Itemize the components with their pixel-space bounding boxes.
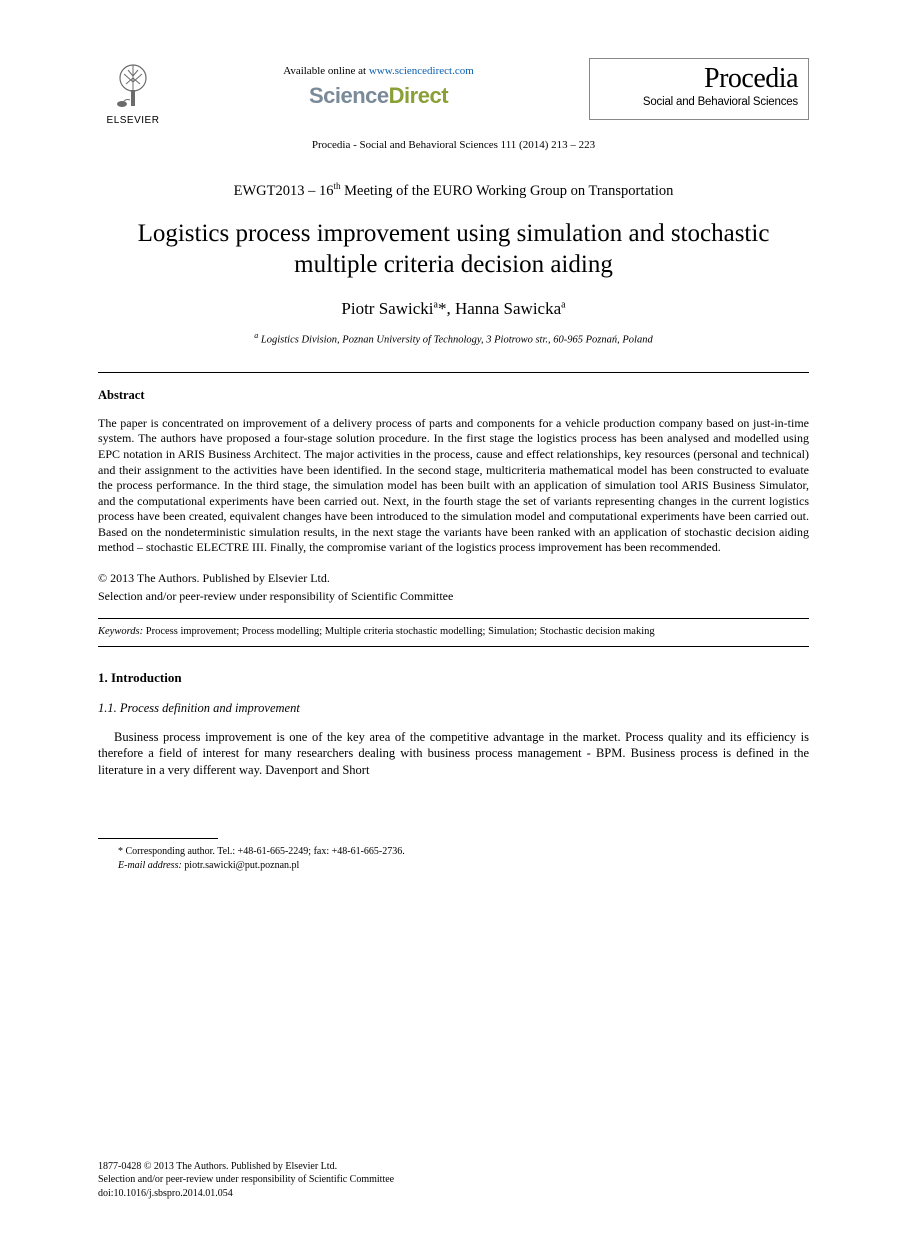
elsevier-label: ELSEVIER — [107, 114, 160, 128]
keywords-label: Keywords: — [98, 626, 143, 637]
conf-prefix: EWGT2013 – 16 — [234, 183, 334, 199]
available-prefix: Available online at — [283, 65, 369, 77]
procedia-logo-block: Procedia Social and Behavioral Sciences — [589, 58, 809, 120]
corresponding-author-footnote: * Corresponding author. Tel.: +48-61-665… — [118, 845, 809, 873]
conference-line: EWGT2013 – 16th Meeting of the EURO Work… — [98, 180, 809, 201]
email-label: E-mail address: — [118, 860, 182, 871]
journal-reference: Procedia - Social and Behavioral Science… — [98, 138, 809, 153]
author-sep: , — [446, 299, 455, 318]
footer-issn-line: 1877-0428 © 2013 The Authors. Published … — [98, 1160, 809, 1174]
sd-science: Science — [309, 83, 389, 108]
section-1-heading: 1. Introduction — [98, 669, 809, 687]
affiliation-line: a Logistics Division, Poznan University … — [98, 331, 809, 348]
sciencedirect-logo: ScienceDirect — [168, 81, 589, 111]
copyright-line: © 2013 The Authors. Published by Elsevie… — [98, 570, 809, 586]
rule-above-keywords — [98, 618, 809, 619]
footer-peer-line: Selection and/or peer-review under respo… — [98, 1173, 809, 1187]
paper-title: Logistics process improvement using simu… — [98, 218, 809, 281]
abstract-body: The paper is concentrated on improvement… — [98, 416, 809, 556]
available-online-line: Available online at www.sciencedirect.co… — [168, 64, 589, 79]
keywords-text: Process improvement; Process modelling; … — [143, 626, 655, 637]
authors-line: Piotr Sawickia*, Hanna Sawickaa — [98, 298, 809, 321]
abstract-heading: Abstract — [98, 387, 809, 404]
elsevier-logo-block: ELSEVIER — [98, 58, 168, 128]
conf-suffix: Meeting of the EURO Working Group on Tra… — [341, 183, 674, 199]
rule-above-abstract — [98, 372, 809, 373]
keywords-line: Keywords: Process improvement; Process m… — [98, 625, 809, 639]
elsevier-tree-icon — [106, 58, 160, 112]
author-1-name: Piotr Sawicki — [341, 299, 433, 318]
rule-below-keywords — [98, 646, 809, 647]
email-address: piotr.sawicki@put.poznan.pl — [182, 860, 300, 871]
footer-block: 1877-0428 © 2013 The Authors. Published … — [98, 1160, 809, 1201]
conf-sup: th — [334, 181, 341, 191]
procedia-subtitle: Social and Behavioral Sciences — [600, 95, 798, 111]
footer-doi-line: doi:10.1016/j.sbspro.2014.01.054 — [98, 1187, 809, 1201]
procedia-title: Procedia — [600, 65, 798, 93]
corr-author-text: * Corresponding author. Tel.: +48-61-665… — [118, 846, 405, 857]
sciencedirect-link[interactable]: www.sciencedirect.com — [369, 65, 474, 77]
author-2-affil-sup: a — [561, 300, 565, 311]
affiliation-text: Logistics Division, Poznan University of… — [258, 335, 652, 346]
subsection-1-1-heading: 1.1. Process definition and improvement — [98, 700, 809, 717]
header-center: Available online at www.sciencedirect.co… — [168, 58, 589, 111]
footnote-separator — [98, 838, 218, 839]
intro-paragraph: Business process improvement is one of t… — [98, 729, 809, 778]
header-row: ELSEVIER Available online at www.science… — [98, 58, 809, 128]
author-2-name: Hanna Sawicka — [455, 299, 561, 318]
sd-direct: Direct — [389, 83, 448, 108]
peer-review-line: Selection and/or peer-review under respo… — [98, 588, 809, 604]
